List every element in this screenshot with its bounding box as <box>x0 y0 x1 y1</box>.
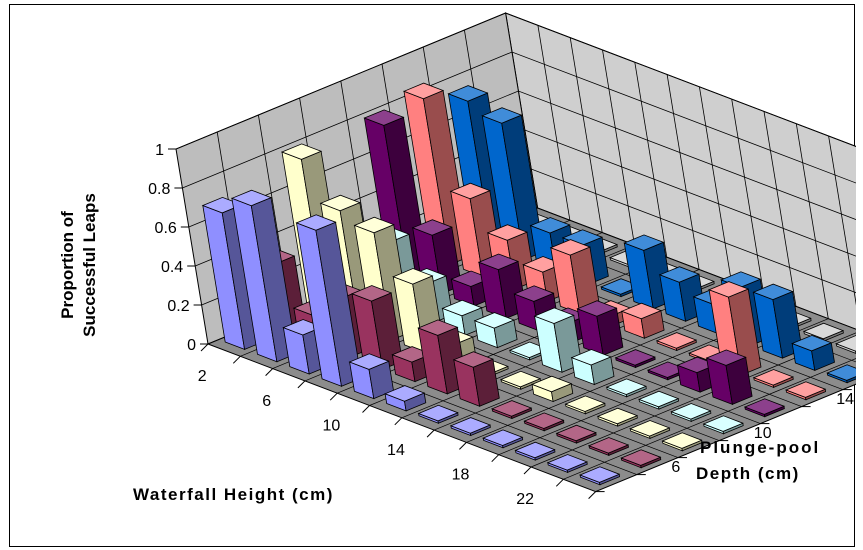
gridline <box>763 111 797 307</box>
y-axis-label-line2: Successful Leaps <box>80 193 99 337</box>
height-tick-mark <box>297 380 306 389</box>
bar <box>514 441 556 461</box>
bar <box>579 466 621 486</box>
z-tick-label: 0.8 <box>148 181 170 198</box>
chart-bars <box>201 82 856 486</box>
bar <box>605 378 647 398</box>
bar <box>452 351 500 407</box>
bar <box>482 429 524 449</box>
bar <box>705 349 753 406</box>
bar <box>533 307 583 373</box>
gridline <box>699 86 732 282</box>
bar <box>752 369 794 389</box>
z-tick-label: 1 <box>155 142 164 159</box>
bar <box>670 403 712 423</box>
depth-axis-label-line1: Plunge-pool <box>700 438 820 457</box>
bar <box>546 454 588 474</box>
bar <box>564 395 606 415</box>
height-tick-mark <box>362 405 370 413</box>
bar <box>596 407 639 427</box>
bar <box>348 353 394 400</box>
height-tick-mark <box>426 429 435 438</box>
height-tick-mark <box>232 355 241 364</box>
bar <box>449 417 492 437</box>
height-tick-mark <box>459 442 467 450</box>
gridline <box>537 25 571 221</box>
z-axis-ticks: 0 0.2 0.4 0.6 0.8 1 <box>148 142 208 354</box>
x-axis-label: Waterfall Height (cm) <box>133 485 334 504</box>
depth-tick-label: 10 <box>754 425 772 442</box>
bar <box>555 424 597 444</box>
depth-tick-label: 6 <box>671 459 680 476</box>
height-tick-mark <box>265 368 273 376</box>
height-tick-label: 14 <box>387 442 405 459</box>
bar <box>499 370 542 390</box>
gridline <box>634 62 668 258</box>
bar <box>835 335 856 354</box>
height-tick-mark <box>394 417 403 426</box>
bar <box>620 302 665 339</box>
height-tick-label: 6 <box>262 393 271 410</box>
bar <box>531 375 574 403</box>
bar <box>614 349 656 369</box>
bar <box>384 385 427 412</box>
height-tick-mark <box>491 454 500 463</box>
bar <box>620 449 662 469</box>
gridline <box>569 37 603 233</box>
bar <box>587 437 630 457</box>
bar <box>638 390 680 410</box>
bar <box>473 312 518 349</box>
height-tick-mark <box>200 343 209 352</box>
bar <box>655 332 698 352</box>
z-tick-label: 0 <box>187 337 196 354</box>
height-tick-label: 18 <box>452 467 470 484</box>
bar <box>702 415 744 435</box>
bar <box>523 412 565 432</box>
bar <box>791 334 835 372</box>
height-tick-label: 22 <box>516 491 534 508</box>
gridline <box>795 123 829 319</box>
bar <box>295 214 362 387</box>
bar <box>826 364 856 384</box>
gridline <box>828 135 856 306</box>
gridline <box>602 49 635 245</box>
bar <box>785 381 827 401</box>
bar <box>417 404 459 424</box>
bar <box>661 432 703 452</box>
height-axis-ticks: 2 6 10 14 18 22 <box>198 343 596 508</box>
bar <box>481 107 545 261</box>
gridline <box>666 74 700 270</box>
height-tick-mark <box>555 478 564 487</box>
bar <box>570 349 615 386</box>
bar <box>743 398 786 418</box>
gridline <box>731 99 765 295</box>
bar <box>629 420 671 440</box>
depth-axis-label-line2: Depth (cm) <box>696 464 800 483</box>
height-tick-mark <box>329 392 338 401</box>
bar <box>576 300 624 356</box>
height-tick-label: 10 <box>322 417 340 434</box>
bar <box>351 285 403 370</box>
depth-tick-label: 14 <box>836 391 854 408</box>
y-axis-label-line1: Proportion of <box>58 211 77 319</box>
bar <box>491 400 533 420</box>
z-tick-label: 0.4 <box>161 259 183 276</box>
height-tick-mark <box>523 466 532 475</box>
height-tick-mark <box>588 491 596 499</box>
height-tick-label: 2 <box>198 368 207 385</box>
z-tick-label: 0.6 <box>155 220 177 237</box>
z-tick-label: 0.2 <box>167 298 189 315</box>
